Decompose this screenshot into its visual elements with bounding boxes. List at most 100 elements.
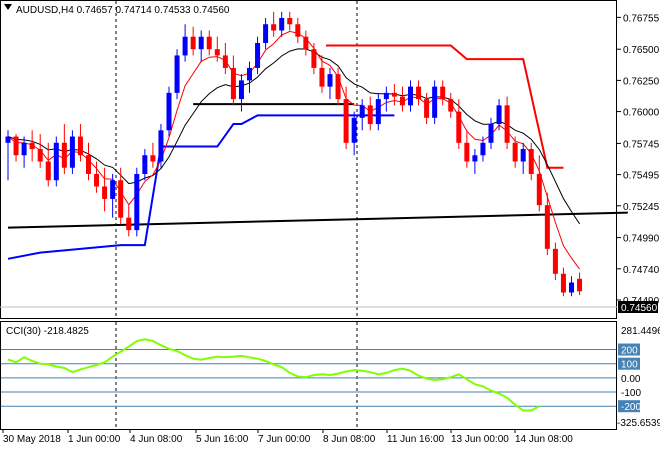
candle-body — [448, 99, 454, 112]
candle-body — [480, 142, 486, 156]
candle-body — [263, 24, 269, 43]
time-tick-label: 11 Jun 16:00 — [387, 434, 445, 445]
candle-body — [134, 173, 140, 231]
candle-body — [206, 36, 212, 50]
candle-body — [238, 80, 244, 100]
price-tick-label: 0.75495 — [623, 171, 660, 182]
candle-body — [367, 105, 373, 125]
candle-body — [110, 180, 116, 199]
time-tick-label: 30 May 2018 — [3, 434, 61, 445]
price-tick-label: 0.76000 — [623, 108, 660, 119]
candle-body — [174, 55, 180, 93]
candle-body — [408, 86, 413, 106]
candle-body — [118, 180, 124, 218]
candle-body — [416, 86, 422, 100]
candle-body — [569, 282, 574, 293]
candle-body — [182, 36, 188, 56]
candle-body — [230, 67, 236, 100]
price-tick-label: 0.74740 — [623, 265, 660, 276]
cci-tick-label: 100 — [621, 360, 638, 371]
cci-tick-label: -100 — [621, 388, 641, 399]
candle-body — [287, 18, 293, 25]
candle-body — [61, 142, 67, 168]
candle-body — [335, 74, 341, 100]
candle-body — [247, 67, 252, 81]
candle-body — [279, 18, 285, 31]
cci-line — [7, 338, 540, 412]
candle-body — [69, 136, 75, 168]
candle-body — [359, 105, 365, 118]
candle-body — [343, 99, 349, 143]
candle-body — [560, 273, 566, 293]
candle-body — [142, 155, 148, 174]
cci-axis-min: -325.6539 — [617, 418, 660, 429]
candle-body — [464, 142, 470, 162]
candle-body — [552, 248, 558, 274]
candle-body — [544, 205, 550, 249]
candle-body — [383, 92, 389, 100]
current-price-box — [618, 301, 658, 313]
candle-body — [271, 24, 277, 31]
price-tick-label: 0.75245 — [623, 202, 660, 213]
candle-body — [488, 124, 494, 143]
candle-body — [37, 149, 43, 162]
candle-body — [255, 42, 261, 68]
cci-tick-label: 200 — [621, 346, 638, 357]
price-tick-label: 0.75745 — [623, 139, 660, 150]
candle-body — [536, 173, 542, 206]
candle-body — [512, 142, 518, 162]
candle-body — [432, 86, 438, 118]
time-axis: 30 May 2018 1 Jun 00:00 4 Jun 08:00 5 Jun 1… — [2, 429, 573, 445]
candle-body — [150, 155, 156, 162]
candle-body — [13, 136, 19, 156]
candle-body — [424, 99, 430, 118]
resistance-stop-line — [325, 44, 564, 169]
candle-body — [391, 92, 397, 97]
candle-body — [456, 111, 462, 143]
candle-body — [496, 105, 502, 125]
candle-body — [295, 24, 301, 37]
candle-body — [158, 130, 164, 162]
candle-body — [45, 161, 51, 181]
candle-body — [198, 36, 204, 50]
candle-body — [166, 92, 172, 131]
time-tick-label: 14 Jun 08:00 — [515, 434, 573, 445]
candle-body — [375, 99, 381, 125]
time-tick-label: 13 Jun 00:00 — [451, 434, 509, 445]
candle-body — [440, 86, 446, 100]
cci-header: CCI(30) -218.4825 — [6, 326, 89, 337]
price-tick-label: 0.76755 — [623, 13, 660, 24]
slow-moving-average-line — [7, 48, 581, 225]
candle-body — [577, 278, 583, 292]
price-tick-label: 0.76250 — [623, 76, 660, 87]
long-moving-average-line — [7, 211, 628, 229]
cci-axis: 200 100 0.00 -100 -200 — [618, 343, 641, 413]
cci-level-box — [618, 357, 640, 370]
cci-tick-label: 0.00 — [621, 374, 641, 385]
cci-level-lines — [1, 349, 616, 407]
candle-body — [86, 155, 91, 174]
price-axis: 0.76755 0.76500 0.76250 0.76000 0.75745 0.754… — [617, 13, 660, 307]
time-tick-label: 7 Jun 00:00 — [258, 434, 311, 445]
candlesticks — [5, 11, 583, 297]
candle-body — [319, 67, 325, 87]
time-tick-label: 4 Jun 08:00 — [130, 434, 183, 445]
candle-body — [94, 173, 100, 187]
time-tick-label: 5 Jun 16:00 — [196, 434, 249, 445]
candle-body — [528, 149, 534, 174]
current-price-label: 0.74560 — [621, 303, 658, 314]
candle-body — [77, 136, 83, 156]
candle-body — [472, 155, 478, 162]
candle-body — [190, 36, 196, 50]
candle-body — [222, 55, 228, 68]
cci-tick-label: -200 — [621, 402, 641, 413]
candle-body — [504, 105, 510, 143]
triangle-down-icon[interactable] — [4, 4, 12, 10]
candle-body — [351, 117, 357, 143]
price-tick-label: 0.76500 — [623, 45, 660, 56]
price-tick-label: 0.74990 — [623, 234, 660, 245]
candle-body — [5, 136, 11, 143]
candle-body — [126, 217, 132, 231]
candle-body — [311, 49, 317, 68]
